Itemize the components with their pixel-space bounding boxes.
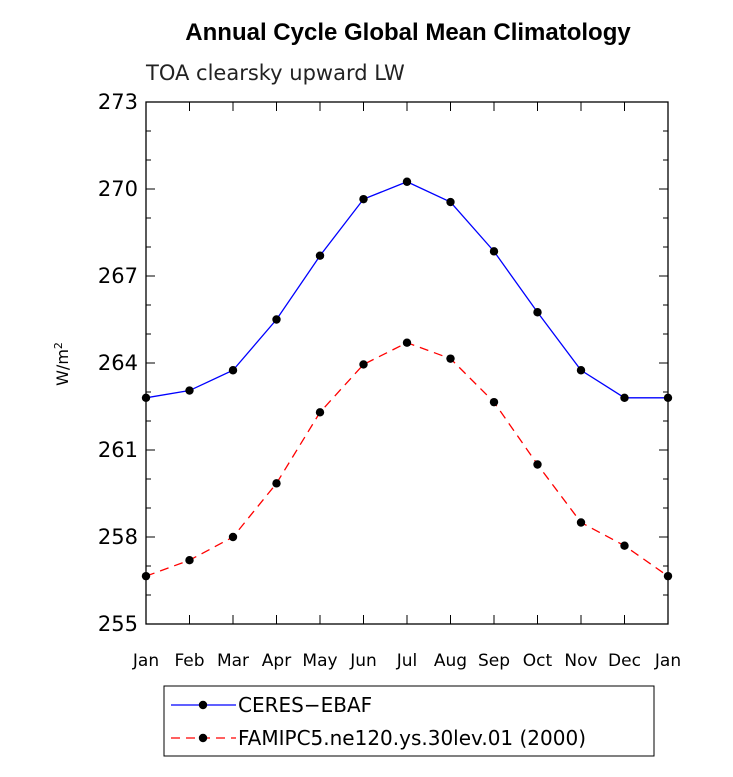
series-2-point [576, 518, 586, 527]
series-1-point [185, 386, 194, 395]
series-1-point [620, 393, 629, 402]
series-1-point [402, 177, 412, 186]
series-1-point [489, 247, 499, 256]
legend-label: CERES−EBAF [238, 693, 372, 717]
series-2-point [402, 338, 412, 347]
series-2-point [315, 408, 325, 417]
x-tick-label: Aug [434, 651, 467, 671]
series-2-point [446, 354, 455, 363]
legend-swatch-marker [198, 700, 208, 710]
series-2-point [272, 479, 281, 488]
series-1-point [272, 315, 281, 324]
x-tick-label: Oct [523, 651, 553, 671]
y-tick-label: 267 [98, 264, 138, 288]
series-2-point [663, 571, 673, 581]
y-axis-label-superscript: 2 [52, 342, 65, 349]
y-axis-label: W/m2 [52, 342, 73, 386]
series-line-1 [145, 181, 668, 399]
y-ticks-group: 255 258 261 264 267 270 273 [98, 90, 668, 636]
series-2-point [620, 541, 629, 550]
series-1-point [228, 366, 238, 375]
legend-label: FAMIPC5.ne120.ys.30lev.01 (2000) [238, 726, 586, 750]
series-1-point [141, 393, 151, 402]
x-tick-label: Jun [349, 651, 377, 671]
x-tick-label: Jan [132, 651, 159, 671]
legend-swatch-marker [198, 733, 208, 743]
series-group [141, 177, 673, 581]
series-1-point [576, 366, 586, 375]
y-tick-label: 264 [98, 351, 138, 375]
y-tick-label: 273 [98, 90, 138, 114]
series-line-2 [145, 341, 669, 577]
x-tick-label: Jul [396, 651, 418, 671]
series-2-point [359, 360, 368, 369]
series-1-point [315, 251, 325, 260]
y-tick-label: 261 [98, 438, 138, 462]
series-2-point [185, 556, 194, 565]
x-ticks-group: Jan Feb Mar Apr May Jun Jul Aug Sep Oct Nov Dec Jan [132, 102, 681, 671]
series-1-point [446, 197, 455, 207]
x-tick-label: Feb [174, 651, 204, 671]
series-1-point [359, 194, 368, 204]
series-2-point [533, 460, 542, 469]
y-tick-label: 255 [98, 612, 138, 636]
x-tick-label: Apr [262, 651, 291, 671]
series-2-point [228, 532, 238, 542]
svg-text:W/m2: W/m2 [52, 342, 73, 386]
series-2-point [489, 397, 499, 407]
legend: CERES−EBAF FAMIPC5.ne120.ys.30lev.01 (200… [163, 685, 655, 757]
y-tick-label: 270 [98, 177, 138, 201]
chart-subtitle: TOA clearsky upward LW [145, 61, 405, 85]
series-2-point [141, 571, 151, 581]
series-1-point [663, 393, 673, 402]
legend-box [163, 685, 655, 757]
chart-title: Annual Cycle Global Mean Climatology [185, 19, 631, 46]
y-tick-label: 258 [98, 525, 138, 549]
x-tick-label: Dec [608, 651, 641, 671]
y-axis-label-text: W/m [53, 349, 72, 386]
x-tick-label: Mar [217, 651, 249, 671]
series-1-point [533, 308, 542, 317]
x-tick-label: Jan [654, 651, 681, 671]
x-tick-label: Nov [564, 651, 597, 671]
x-tick-label: May [302, 651, 337, 671]
x-tick-label: Sep [478, 651, 510, 671]
